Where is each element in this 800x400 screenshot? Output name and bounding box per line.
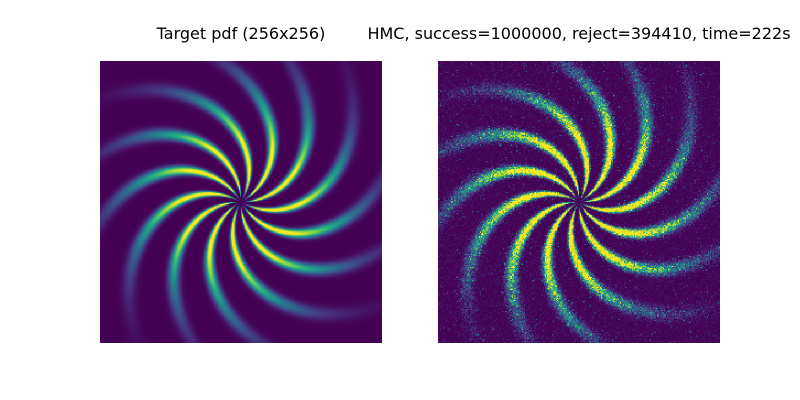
target-pdf-image: [100, 61, 382, 343]
hmc-title: HMC, success=1000000, reject=394410, tim…: [367, 24, 791, 43]
hmc-samples-heatmap: [438, 61, 720, 343]
hmc-samples-image: [438, 61, 720, 343]
target-pdf-title: Target pdf (256x256): [156, 24, 326, 43]
target-pdf-heatmap: [100, 61, 382, 343]
